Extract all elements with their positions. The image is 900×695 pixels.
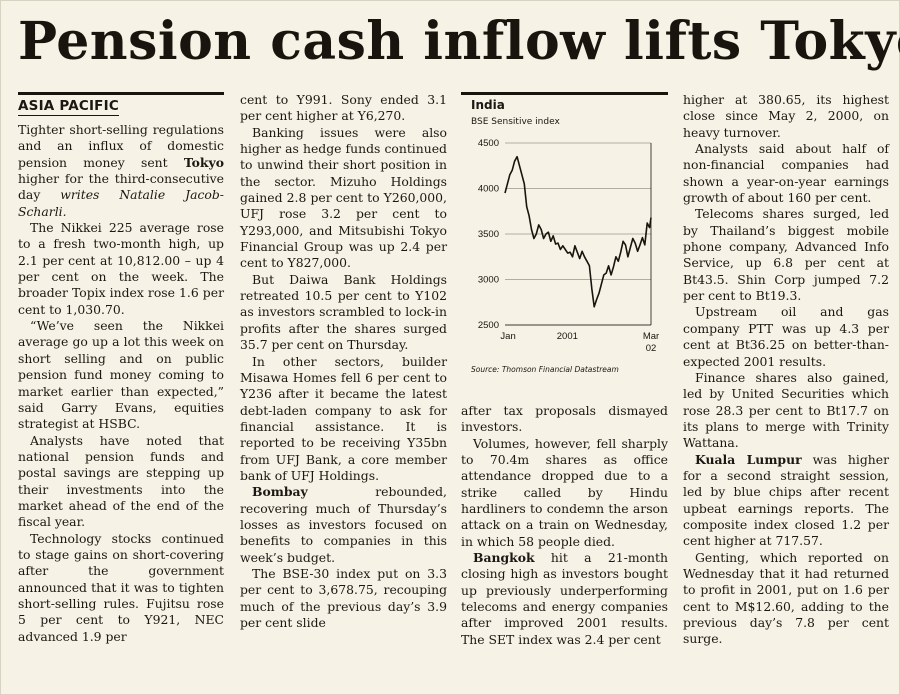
byline: writes Natalie Jacob-Scharli. [18,187,224,219]
paragraph: Volumes, however, fell sharply to 70.4m … [461,435,668,549]
city-bombay: Bombay [252,484,308,500]
section-label: ASIA PACIFIC [18,92,224,121]
paragraph: Analysts have noted that national pensio… [18,432,224,530]
series-line-bse [504,155,652,308]
section-label-text: ASIA PACIFIC [18,98,119,116]
paragraph: Banking issues were also higher as hedge… [240,124,447,271]
paragraph: In other sectors, builder Misawa Homes f… [240,353,447,483]
x-tick-label: 2001 [557,331,578,342]
lead-text-1: Tighter short-selling regulations and an… [18,122,224,170]
paragraph: after tax proposals dismayed investors. [461,403,668,435]
chart-subtitle: BSE Sensitive index [471,117,560,127]
paragraph: Bombay rebounded, recovering much of Thu… [240,484,447,566]
paragraph: cent to Y991. Sony ended 3.1 per cent hi… [240,92,447,124]
lead-text-2: higher for the third-consecutive day [18,171,224,203]
paragraph: Upstream oil and gas company PTT was up … [683,304,889,369]
lead-paragraph: Tighter short-selling regulations and an… [18,122,224,220]
paragraph: Telecoms shares surged, led by Thailand’… [683,206,889,304]
article-column-2: cent to Y991. Sony ended 3.1 per cent hi… [240,92,447,631]
paragraph-text: rebounded, recovering much of Thursday’s… [240,484,447,565]
article-column-1: Tighter short-selling regulations and an… [18,122,224,645]
headline: Pension cash inflow lifts Tokyo [18,11,900,72]
paragraph: Genting, which reported on Wednesday tha… [683,549,889,647]
chart-source: Source: Thomson Financial Datastream [471,365,619,374]
paragraph: Bangkok hit a 21-month closing high as i… [461,550,668,648]
x-tick-label-line2: 02 [646,343,657,354]
city-tokyo: Tokyo [183,154,224,170]
paragraph: Technology stocks continued to stage gai… [18,530,224,644]
paragraph: The BSE-30 index put on 3.3 per cent to … [240,565,447,630]
article-column-4: higher at 380.65, its highest close sinc… [683,92,889,648]
paragraph: higher at 380.65, its highest close sinc… [683,92,889,140]
paragraph: Kuala Lumpur was higher for a second str… [683,452,889,550]
y-tick-label: 4500 [478,138,499,149]
paragraph-text: hit a 21-month closing high as investors… [461,550,668,647]
bse-chart: India BSE Sensitive index 2500 3000 3500 40… [461,92,668,395]
paragraph: Finance shares also gained, led by Unite… [683,369,889,451]
chart-title: India [471,98,505,112]
paragraph: “We’ve seen the Nikkei average go up a l… [18,318,224,432]
x-tick-label: Mar [643,331,659,342]
y-tick-label: 3500 [478,229,499,240]
y-tick-label: 4000 [478,184,499,195]
paragraph: But Daiwa Bank Holdings retreated 10.5 p… [240,271,447,353]
city-bangkok: Bangkok [473,550,535,566]
paragraph: Analysts said about half of non-financia… [683,141,889,206]
article-column-3: after tax proposals dismayed investors. … [461,403,668,648]
city-kuala-lumpur: Kuala Lumpur [695,451,802,467]
y-tick-label: 3000 [478,275,499,286]
x-tick-label: Jan [500,331,515,342]
paragraph: The Nikkei 225 average rose to a fresh t… [18,220,224,317]
paragraph-text: was higher for a second straight session… [683,451,890,549]
y-tick-label: 2500 [478,320,499,331]
